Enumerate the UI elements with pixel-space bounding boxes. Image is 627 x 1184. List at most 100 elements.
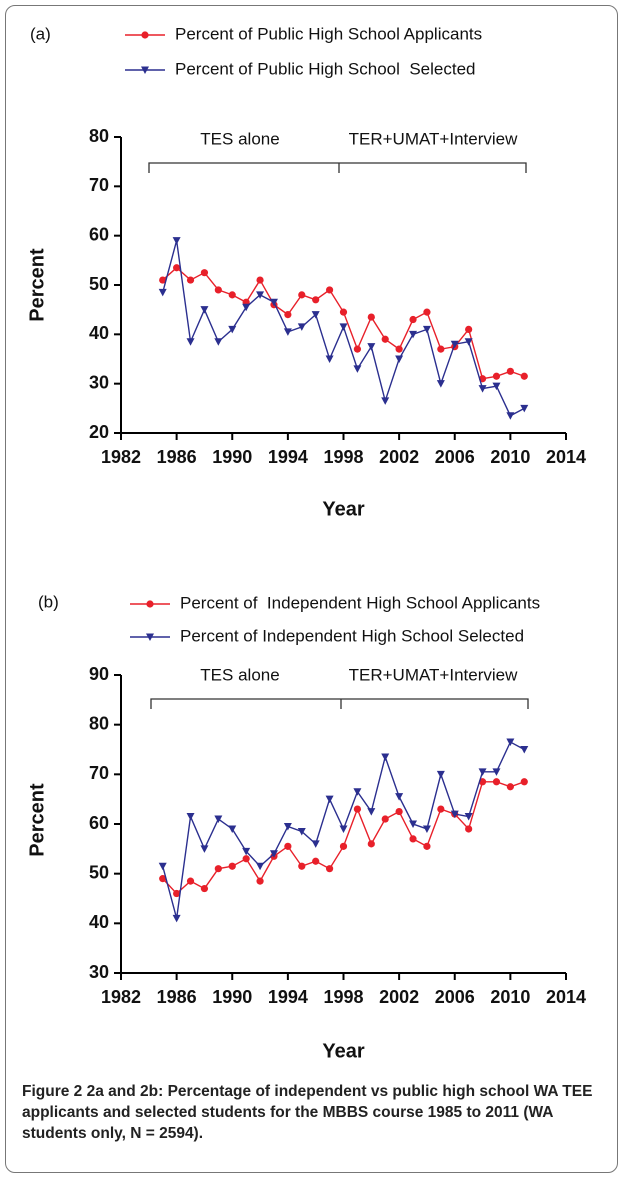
annotation: TER+UMAT+Interview — [349, 665, 519, 684]
point — [464, 338, 473, 346]
x-tick-label: 2014 — [546, 447, 586, 467]
point — [381, 753, 390, 761]
point — [409, 330, 418, 339]
point — [409, 835, 417, 843]
annotation: TES alone — [200, 665, 279, 684]
point — [186, 813, 195, 821]
y-tick-label: 30 — [89, 962, 109, 982]
point — [283, 328, 292, 336]
point — [339, 308, 348, 316]
point — [298, 291, 306, 299]
x-tick-label: 1990 — [212, 447, 252, 467]
point — [297, 323, 306, 331]
point — [228, 325, 237, 334]
point — [283, 822, 292, 831]
series-line — [162, 266, 525, 380]
x-tick-label: 2006 — [435, 447, 475, 467]
point — [423, 842, 431, 850]
x-tick-label: 1982 — [101, 447, 141, 467]
point — [465, 825, 473, 833]
point — [367, 343, 376, 351]
annotation: TER+UMAT+Interview — [349, 129, 519, 148]
point — [353, 345, 362, 353]
y-tick-label: 70 — [89, 763, 109, 783]
point — [520, 778, 528, 786]
point — [450, 810, 459, 819]
legend-label: Percent of Public High School Selected — [175, 59, 476, 78]
point — [214, 338, 223, 346]
x-tick-label: 2006 — [435, 987, 475, 1007]
point — [269, 850, 278, 858]
x-tick-label: 1998 — [323, 447, 363, 467]
point — [367, 313, 375, 321]
point — [367, 808, 376, 816]
point — [339, 825, 348, 833]
point — [186, 276, 195, 284]
caption-text: 2a and 2b: Percentage of independent vs … — [22, 1083, 593, 1142]
point — [228, 825, 237, 833]
point — [381, 397, 390, 405]
point — [242, 847, 251, 856]
point — [325, 865, 334, 873]
point — [311, 311, 320, 319]
x-tick-label: 2010 — [490, 447, 530, 467]
x-axis-label: Year — [322, 498, 364, 520]
point — [506, 783, 514, 791]
point — [395, 355, 404, 363]
point — [325, 355, 334, 363]
y-tick-label: 80 — [89, 713, 109, 733]
point — [158, 288, 167, 297]
period-bracket — [150, 698, 529, 709]
point — [492, 778, 501, 786]
point — [214, 865, 222, 873]
point — [450, 340, 459, 349]
point — [506, 412, 515, 420]
point — [312, 857, 320, 865]
point — [242, 855, 250, 863]
legend-label: Percent of Independent High School Selec… — [180, 626, 524, 645]
frame — [5, 5, 618, 1173]
point — [422, 325, 431, 334]
point — [353, 365, 362, 373]
caption: Figure 2 2a and 2b: Percentage of indepe… — [22, 1081, 614, 1144]
point — [186, 338, 195, 346]
y-tick-label: 40 — [89, 912, 109, 932]
series-line — [162, 781, 525, 895]
point — [173, 889, 181, 898]
x-axis-label: Year — [322, 1040, 364, 1062]
point — [436, 380, 445, 388]
point — [436, 770, 445, 779]
point — [269, 298, 278, 307]
y-tick-label: 50 — [89, 274, 109, 294]
y-tick-label: 90 — [89, 664, 109, 684]
panel-label: (a) — [30, 24, 51, 43]
x-tick-label: 1998 — [323, 987, 363, 1007]
figure-label: Figure 2 — [22, 1083, 83, 1100]
point — [158, 862, 167, 871]
y-tick-label: 80 — [89, 126, 109, 146]
point — [464, 813, 473, 821]
point — [159, 875, 167, 883]
point — [256, 291, 265, 299]
point — [465, 325, 473, 333]
point — [312, 296, 320, 304]
x-tick-label: 2002 — [379, 987, 419, 1007]
point — [492, 382, 501, 391]
point — [506, 367, 514, 375]
legend-marker — [141, 31, 149, 39]
point — [284, 842, 292, 850]
point — [478, 768, 487, 776]
x-tick-label: 1990 — [212, 987, 252, 1007]
point — [200, 845, 209, 853]
point — [311, 840, 320, 848]
x-tick-label: 1994 — [268, 447, 308, 467]
point — [395, 345, 403, 353]
legend-label: Percent of Independent High School Appli… — [180, 593, 540, 612]
point — [506, 738, 515, 747]
point — [409, 315, 417, 324]
point — [173, 264, 181, 272]
panel-label: (b) — [38, 592, 59, 611]
point — [200, 884, 209, 893]
